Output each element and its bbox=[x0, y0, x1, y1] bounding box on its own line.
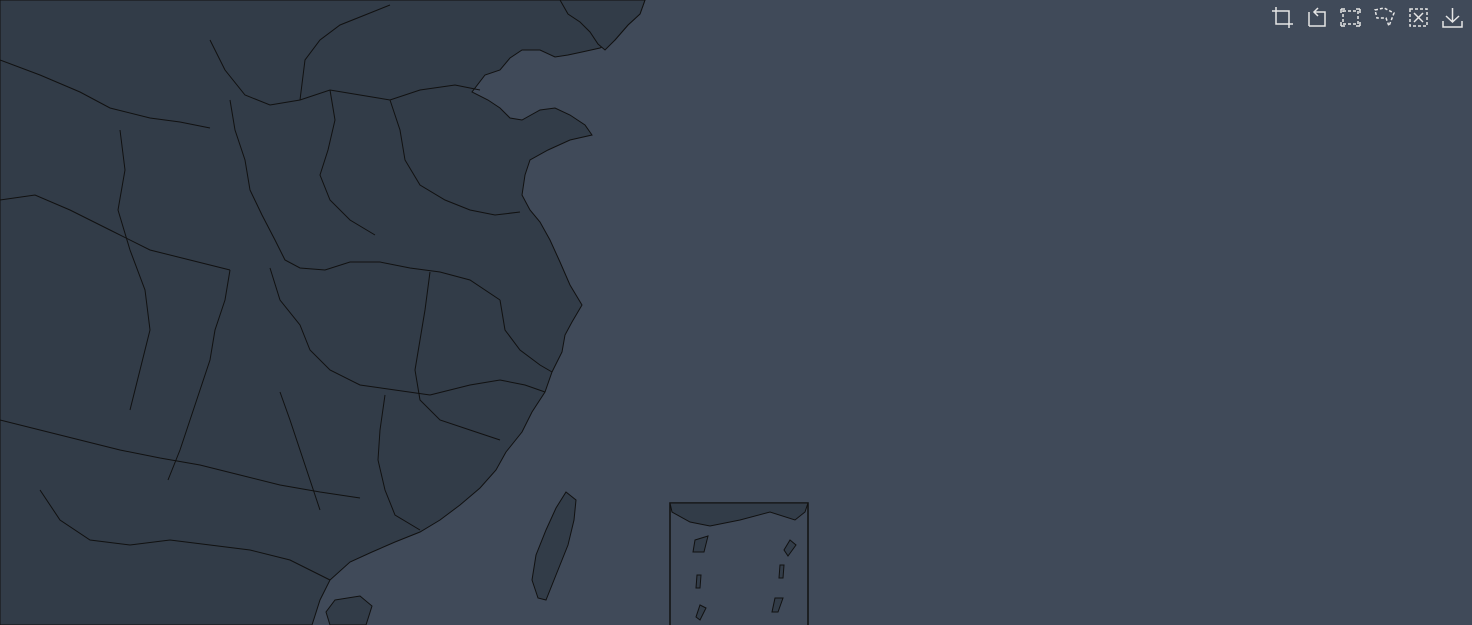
province-borders bbox=[0, 4, 553, 581]
rect-select-icon[interactable] bbox=[1339, 6, 1362, 29]
south-china-sea-inset bbox=[669, 502, 809, 625]
zoom-reset-icon[interactable] bbox=[1305, 6, 1328, 29]
polygon-select-icon[interactable] bbox=[1373, 6, 1396, 29]
hainan-island bbox=[325, 595, 373, 625]
zoom-icon[interactable] bbox=[1271, 6, 1294, 29]
toolbox bbox=[1271, 6, 1464, 29]
mainland-landmass bbox=[0, 0, 646, 625]
download-icon[interactable] bbox=[1441, 6, 1464, 29]
clear-select-icon[interactable] bbox=[1407, 6, 1430, 29]
china-map[interactable] bbox=[0, 0, 809, 625]
taiwan-island bbox=[531, 491, 577, 601]
korea-peninsula bbox=[559, 0, 646, 51]
